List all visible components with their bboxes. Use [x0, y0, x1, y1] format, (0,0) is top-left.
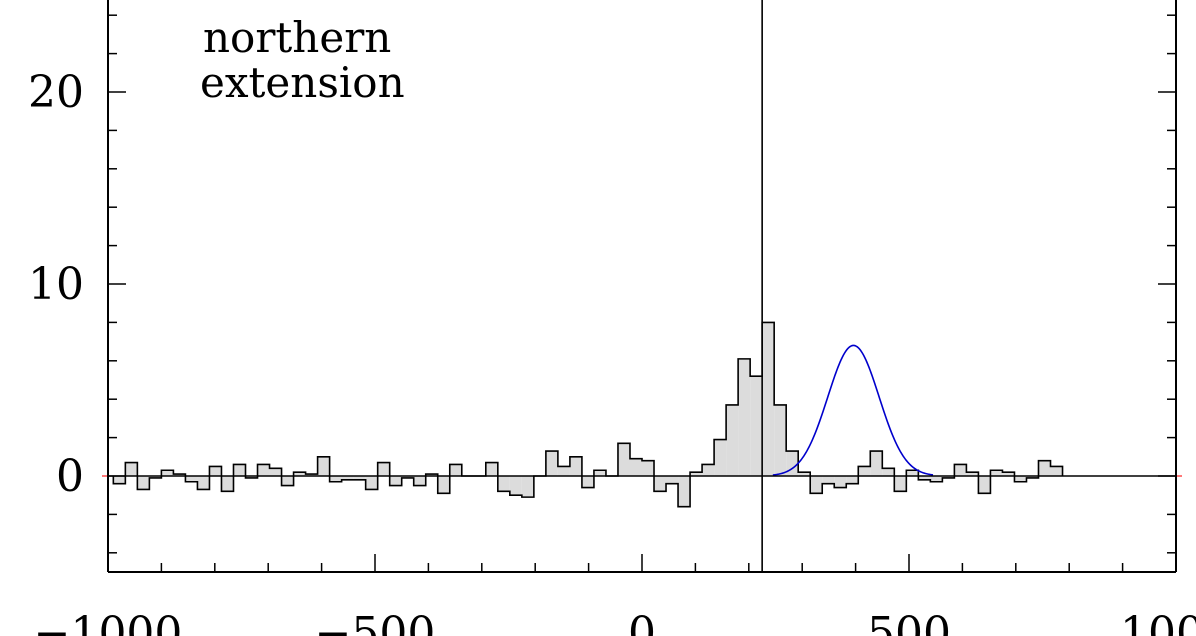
- histogram-bar: [846, 476, 859, 484]
- histogram-bar: [365, 476, 378, 490]
- histogram-bar: [305, 474, 318, 476]
- histogram-bar: [593, 470, 606, 476]
- histogram-bar: [918, 476, 931, 480]
- y-tick-label: 0: [56, 451, 84, 502]
- histogram-bar: [617, 443, 630, 476]
- y-tick-label: 20: [28, 67, 84, 118]
- histogram-bar: [654, 476, 667, 492]
- histogram-bar: [774, 404, 787, 476]
- histogram-bar: [822, 476, 835, 484]
- histogram-bar: [678, 476, 691, 507]
- histogram-bar: [449, 464, 462, 476]
- histogram-bar: [954, 464, 967, 476]
- annotation-line-2: extension: [200, 58, 405, 107]
- histogram-bar: [1002, 472, 1015, 476]
- histogram-bar: [137, 476, 150, 490]
- histogram-bar: [113, 476, 126, 484]
- histogram-bar: [629, 458, 642, 476]
- x-tick-label: 500: [867, 608, 951, 636]
- histogram-bar: [485, 462, 498, 476]
- histogram-bar: [413, 476, 426, 486]
- ticks-layer: [107, 14, 1177, 572]
- histogram-bar: [389, 476, 402, 486]
- histogram-bar: [870, 451, 883, 476]
- histogram-bar: [930, 476, 943, 482]
- histogram-bar: [894, 476, 907, 492]
- histogram-bar: [990, 470, 1003, 476]
- histogram-bar: [521, 476, 534, 498]
- histogram-bar: [942, 476, 955, 478]
- histogram-bar: [834, 476, 847, 488]
- histogram-bar: [1026, 476, 1039, 478]
- histogram-bar: [1038, 460, 1051, 476]
- histogram-bar: [906, 470, 919, 476]
- histogram-bar: [221, 476, 234, 492]
- histogram-bar: [714, 439, 727, 476]
- histogram-bar: [581, 476, 594, 488]
- histogram-bar: [425, 474, 438, 476]
- histogram-bar: [257, 464, 270, 476]
- histogram-bar: [293, 472, 306, 476]
- histogram-bar: [401, 476, 414, 478]
- histogram-bar: [1014, 476, 1027, 482]
- y-tick-label: 10: [28, 259, 84, 310]
- histogram-bar: [245, 476, 258, 478]
- histogram-bar: [353, 476, 366, 480]
- histogram-bar: [125, 462, 138, 476]
- histogram-bar: [209, 466, 222, 476]
- histogram-bar: [1050, 466, 1063, 476]
- histogram-bar: [690, 472, 703, 476]
- histogram-bar: [702, 464, 715, 476]
- x-tick-label: 1000: [1120, 608, 1196, 636]
- histogram-bar: [978, 476, 991, 494]
- histogram-layer: [112, 321, 1064, 508]
- x-tick-label: −1000: [34, 608, 183, 636]
- histogram-bar: [161, 470, 174, 476]
- histogram-bar: [642, 460, 655, 476]
- histogram-bar: [269, 468, 282, 476]
- x-tick-label: 0: [628, 608, 656, 636]
- histogram-bar: [726, 404, 739, 476]
- histogram-bar: [497, 476, 510, 492]
- tick-labels-layer: −1000 −500 0 500 1000 0 10 20: [28, 67, 1196, 636]
- histogram-bar: [545, 451, 558, 476]
- histogram-bar: [882, 468, 895, 476]
- histogram-bar: [750, 376, 763, 476]
- histogram-outline: [112, 321, 1064, 508]
- histogram-bar: [185, 476, 198, 482]
- histogram-bar: [738, 358, 751, 476]
- histogram-bar: [966, 472, 979, 476]
- histogram-bar: [509, 476, 522, 496]
- histogram-bar: [377, 462, 390, 476]
- histogram-bar: [233, 464, 246, 476]
- annotation-line-1: northern: [203, 13, 391, 62]
- histogram-bar: [317, 456, 330, 476]
- histogram-bar: [569, 456, 582, 476]
- histogram-bar: [197, 476, 210, 490]
- histogram-bar: [173, 474, 186, 476]
- histogram-bar: [786, 451, 799, 476]
- histogram-bar: [437, 476, 450, 494]
- histogram-bar: [858, 466, 871, 476]
- histogram-bar: [557, 466, 570, 476]
- histogram-bar: [149, 476, 162, 478]
- histogram-bar: [281, 476, 294, 486]
- histogram-bar: [666, 476, 679, 484]
- histogram-bar: [798, 472, 811, 476]
- histogram-bar: [341, 476, 354, 480]
- histogram-bar: [762, 322, 775, 476]
- gaussian-fit-line: [772, 344, 934, 476]
- x-tick-label: −500: [315, 608, 436, 636]
- histogram-bar: [810, 476, 823, 494]
- histogram-bar: [329, 476, 342, 482]
